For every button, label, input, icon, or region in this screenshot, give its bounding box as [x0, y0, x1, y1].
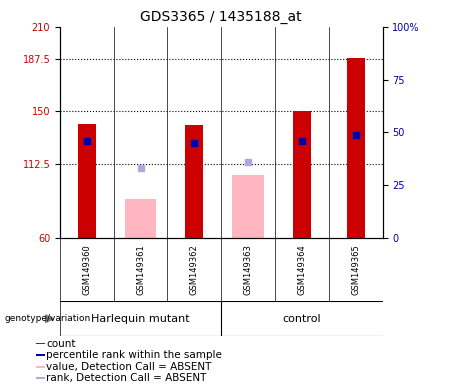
Bar — [232, 175, 264, 238]
Text: Harlequin mutant: Harlequin mutant — [91, 314, 190, 324]
Text: genotype/variation: genotype/variation — [5, 314, 91, 323]
Text: GSM149365: GSM149365 — [351, 244, 360, 295]
Text: rank, Detection Call = ABSENT: rank, Detection Call = ABSENT — [46, 373, 207, 383]
Bar — [293, 111, 311, 238]
Bar — [78, 124, 96, 238]
Bar — [125, 199, 156, 238]
Bar — [36, 343, 45, 344]
Text: control: control — [283, 314, 321, 324]
Bar — [347, 58, 365, 238]
Text: GSM149360: GSM149360 — [83, 244, 91, 295]
Text: percentile rank within the sample: percentile rank within the sample — [46, 350, 222, 360]
Text: GSM149362: GSM149362 — [190, 244, 199, 295]
Bar — [185, 126, 203, 238]
Text: GSM149361: GSM149361 — [136, 244, 145, 295]
Bar — [36, 366, 45, 367]
Text: GSM149364: GSM149364 — [297, 244, 307, 295]
Text: count: count — [46, 339, 76, 349]
Bar — [36, 354, 45, 356]
Title: GDS3365 / 1435188_at: GDS3365 / 1435188_at — [141, 10, 302, 25]
Bar — [36, 377, 45, 379]
Text: GSM149363: GSM149363 — [244, 244, 253, 295]
Text: value, Detection Call = ABSENT: value, Detection Call = ABSENT — [46, 362, 212, 372]
